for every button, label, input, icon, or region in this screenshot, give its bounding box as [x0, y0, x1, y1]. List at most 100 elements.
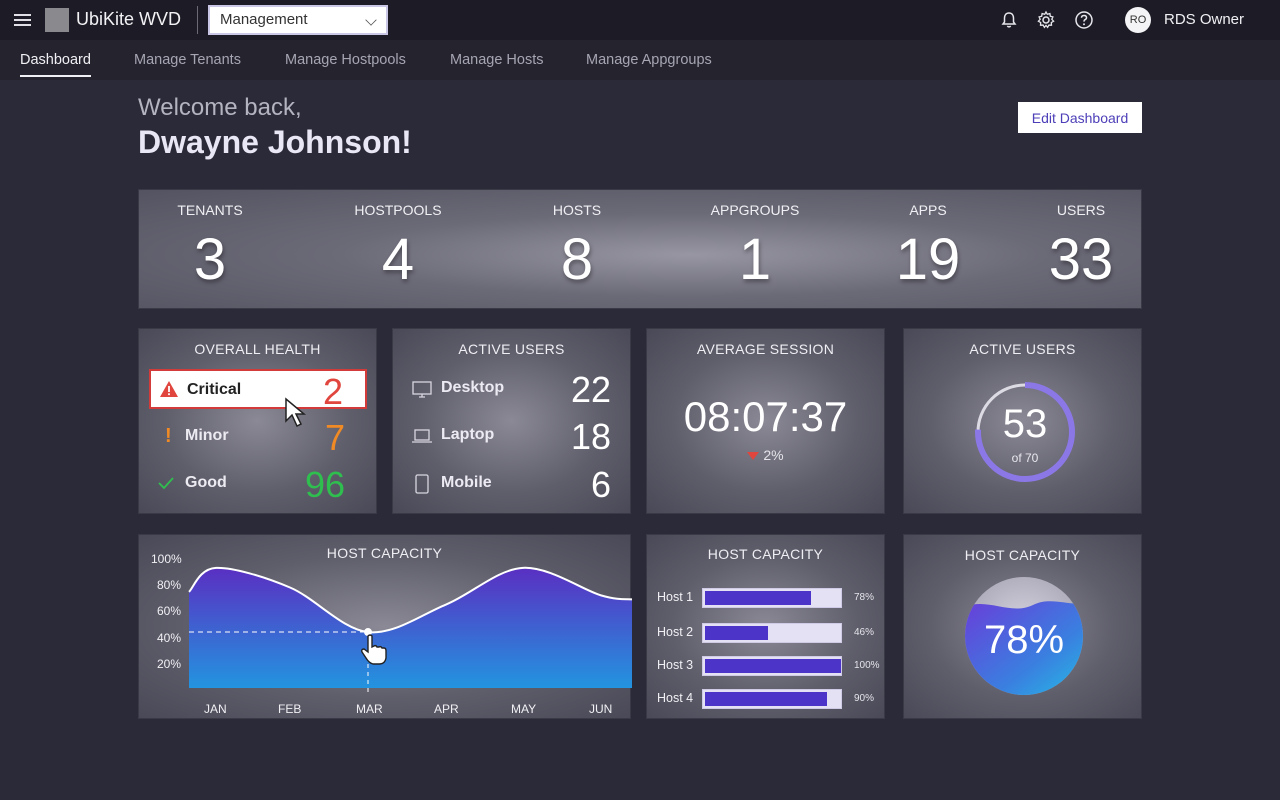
device-row-desktop[interactable]: Desktop 22	[411, 369, 611, 410]
y-tick-label: 40%	[157, 630, 182, 645]
active-users-devices-card: ACTIVE USERS Desktop 22 Laptop 18 Mobile…	[392, 328, 631, 514]
host-capacity-row[interactable]: Host 2 46%	[657, 622, 881, 644]
card-title: ACTIVE USERS	[458, 341, 565, 357]
capacity-bar	[705, 591, 812, 605]
hamburger-icon[interactable]	[14, 14, 31, 26]
health-label: Minor	[185, 427, 229, 444]
device-value: 22	[570, 369, 611, 410]
tab-manage-appgroups[interactable]: Manage Appgroups	[586, 52, 712, 68]
tab-manage-hosts[interactable]: Manage Hosts	[450, 52, 544, 68]
active-users-count: 53	[1002, 402, 1048, 446]
context-select-value: Management	[220, 11, 308, 28]
capacity-track	[702, 588, 842, 608]
x-tick-label: MAR	[356, 702, 383, 716]
welcome-greeting: Welcome back,	[138, 94, 302, 121]
divider	[197, 6, 198, 34]
host-capacity-row[interactable]: Host 1 78%	[657, 587, 881, 609]
area-line	[188, 566, 632, 634]
device-label: Desktop	[441, 379, 505, 396]
host-capacity-area-chart[interactable]	[139, 535, 632, 720]
gauge-value: 78%	[983, 618, 1065, 662]
x-tick-label: JAN	[204, 702, 227, 716]
context-select[interactable]: Management	[208, 5, 388, 35]
x-tick-label: JUN	[589, 702, 613, 716]
device-label: Laptop	[441, 426, 495, 443]
desktop-icon	[412, 381, 432, 398]
y-tick-label: 60%	[157, 604, 182, 619]
stat-value: 4	[381, 227, 415, 292]
mobile-icon	[415, 474, 429, 494]
average-session-card: AVERAGE SESSION 08:07:37 2%	[646, 328, 885, 514]
health-row-critical[interactable]: Critical 2	[149, 369, 367, 412]
avatar[interactable]: RO	[1125, 7, 1151, 33]
tab-manage-tenants[interactable]: Manage Tenants	[134, 52, 241, 68]
summary-stats-card: TENANTS 3 HOSTPOOLS 4 HOSTS 8 APPGROUPS …	[138, 189, 1142, 309]
host-capacity-row[interactable]: Host 3 100%	[657, 655, 881, 677]
health-value: 7	[324, 417, 345, 458]
capacity-track	[702, 623, 842, 643]
mouse-cursor-icon	[285, 397, 307, 428]
stat-value: 33	[1048, 227, 1114, 292]
host-label: Host 3	[657, 658, 694, 672]
card-title: HOST CAPACITY	[964, 547, 1081, 563]
active-users-ring-card: ACTIVE USERS 53 of 70	[903, 328, 1142, 514]
bell-icon[interactable]	[999, 10, 1019, 30]
top-bar: UbiKite WVD Management RO RDS Owner	[0, 0, 1280, 40]
ring-progress	[975, 382, 1075, 482]
capacity-bar	[705, 692, 828, 706]
session-change: 2%	[647, 447, 884, 463]
health-label: Critical	[187, 381, 242, 398]
stat-label: APPS	[909, 202, 947, 218]
user-display-name: Dwayne Johnson!	[138, 124, 412, 160]
chevron-down-icon	[365, 14, 377, 26]
capacity-track	[702, 656, 842, 676]
capacity-bar	[705, 659, 841, 673]
stat-label: TENANTS	[177, 202, 243, 218]
host-capacity-row[interactable]: Host 4 90%	[657, 688, 881, 710]
highlight-point	[364, 628, 372, 637]
y-tick-label: 80%	[157, 578, 182, 593]
gauge-liquid	[965, 600, 1083, 695]
device-row-mobile[interactable]: Mobile 6	[411, 464, 611, 505]
stat-label: HOSTS	[552, 202, 602, 218]
device-row-laptop[interactable]: Laptop 18	[411, 416, 611, 457]
overall-health-card: OVERALL HEALTH Critical 2 ! Minor 7 Good…	[138, 328, 377, 514]
card-title: OVERALL HEALTH	[194, 341, 321, 357]
device-value: 18	[570, 416, 611, 457]
tab-bar: Dashboard Manage Tenants Manage Hostpool…	[0, 40, 1280, 80]
x-tick-label: MAY	[511, 702, 537, 716]
session-duration: 08:07:37	[683, 393, 848, 440]
stat-value: 19	[895, 227, 961, 292]
warning-triangle-icon	[160, 381, 178, 397]
trend-down-icon	[747, 452, 760, 460]
device-label: Mobile	[441, 474, 492, 491]
help-icon[interactable]	[1074, 10, 1094, 30]
stat-value: 3	[193, 227, 227, 292]
health-row-good[interactable]: Good 96	[149, 464, 367, 505]
area-fill	[189, 567, 632, 688]
tab-manage-hostpools[interactable]: Manage Hostpools	[285, 52, 406, 68]
y-tick-label: 100%	[151, 552, 182, 566]
health-row-minor[interactable]: ! Minor 7	[149, 417, 367, 458]
host-label: Host 2	[657, 625, 694, 639]
edit-dashboard-button[interactable]: Edit Dashboard	[1018, 102, 1142, 133]
health-label: Good	[185, 474, 227, 491]
host-label: Host 1	[657, 590, 694, 604]
stat-label: APPGROUPS	[710, 202, 800, 218]
y-tick-label: 20%	[157, 656, 182, 671]
card-title: ACTIVE USERS	[969, 341, 1076, 357]
capacity-track	[702, 689, 842, 709]
x-tick-label: APR	[434, 702, 459, 716]
card-title: HOST CAPACITY	[326, 545, 443, 561]
exclamation-icon: !	[165, 425, 172, 447]
user-name[interactable]: RDS Owner	[1164, 11, 1245, 28]
stat-value: 8	[560, 227, 594, 292]
tab-dashboard[interactable]: Dashboard	[20, 52, 91, 77]
health-value: 96	[304, 464, 345, 505]
host-capacity-gauge-card: HOST CAPACITY 78%	[903, 534, 1142, 719]
x-tick-label: FEB	[278, 702, 302, 716]
capacity-bar	[705, 626, 768, 640]
stat-value: 1	[738, 227, 772, 292]
gear-icon[interactable]	[1036, 10, 1056, 30]
app-title: UbiKite WVD	[76, 9, 182, 29]
